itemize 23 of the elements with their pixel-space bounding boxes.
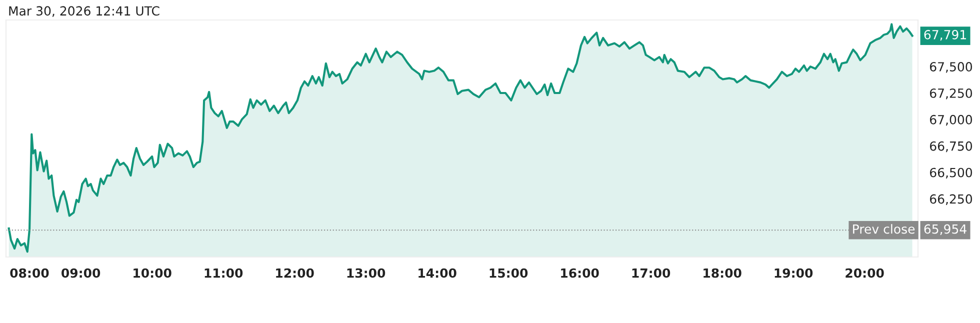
x-tick-label: 11:00	[204, 268, 243, 278]
y-tick-label: 66,500	[930, 168, 972, 179]
x-tick-label: 09:00	[62, 268, 100, 278]
x-tick-label: 19:00	[774, 268, 813, 278]
annotation: 65,954	[924, 224, 966, 236]
x-tick-label: 14:00	[418, 268, 456, 278]
x-tick-label: 10:00	[134, 268, 172, 278]
y-tick-label: 67,500	[930, 62, 972, 73]
x-tick-label: 18:00	[704, 268, 742, 278]
chart-title: Mar 30, 2026 12:41 UTC	[9, 6, 160, 17]
x-tick-label: 08:00	[10, 268, 49, 278]
y-tick-label: 66,750	[930, 141, 972, 152]
y-tick-label: 66,250	[930, 194, 972, 206]
annotation: 67,791	[924, 30, 966, 41]
x-tick-label: 17:00	[632, 268, 670, 278]
y-tick-label: 67,000	[930, 114, 972, 126]
x-tick-label: 20:00	[846, 268, 884, 278]
y-tick-label: 67,250	[930, 88, 972, 100]
ref-line-label: Prev close	[853, 224, 915, 234]
x-tick-label: 12:00	[276, 268, 314, 278]
x-tick-label: 16:00	[561, 268, 599, 278]
x-tick-label: 15:00	[490, 268, 528, 278]
x-tick-label: 13:00	[347, 268, 386, 278]
